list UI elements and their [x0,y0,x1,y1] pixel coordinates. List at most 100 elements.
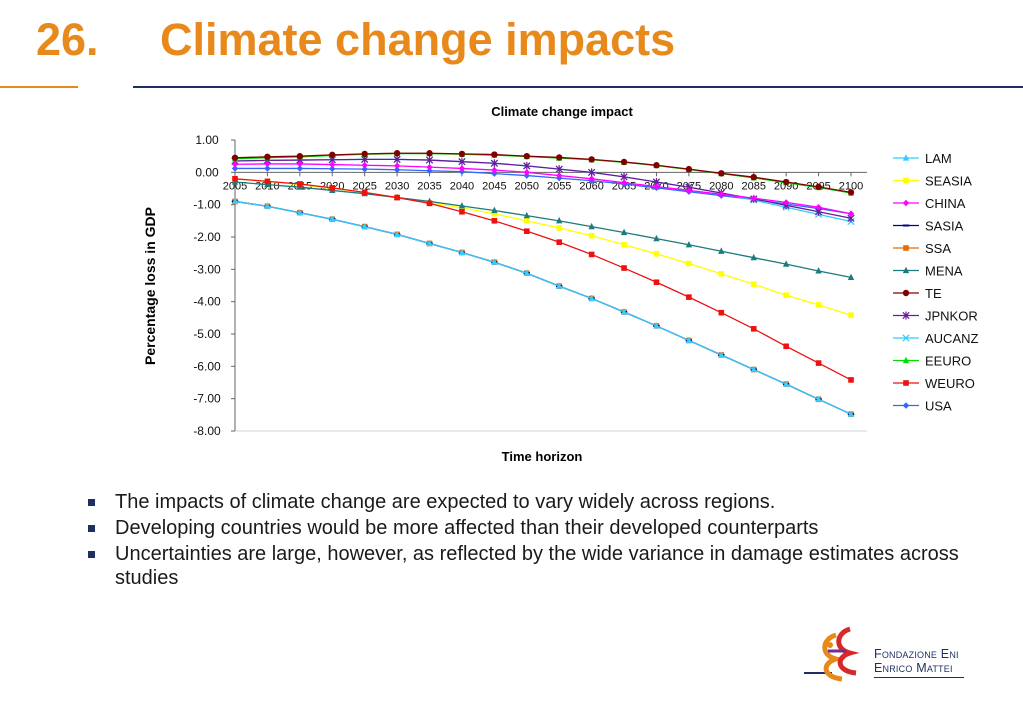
legend-marker [903,177,909,184]
data-point [491,206,498,214]
data-point [782,260,790,267]
logo-text-line1: Fondazione Eni [874,647,959,661]
data-point [620,308,628,315]
title-rule-right [133,86,1023,88]
data-point [458,248,466,256]
legend-label: TE [925,286,942,301]
feem-logo: Fondazione Eni Enrico Mattei [792,615,992,695]
data-point [718,309,725,316]
data-point [458,150,466,158]
data-point [588,222,595,230]
data-point [329,161,336,168]
x-tick-label: 2040 [450,180,474,192]
series-mena [231,178,855,281]
x-tick-label: 2005 [223,180,247,192]
data-point [393,230,401,238]
data-point [750,195,757,202]
data-point [686,260,692,267]
legend-marker [902,154,910,161]
y-tick-label: -5.00 [193,327,221,341]
legend-label: SSA [925,241,951,256]
legend-item-lam: LAM [893,151,952,166]
data-point [653,322,660,329]
legend-marker [902,356,910,364]
data-point [556,239,563,245]
data-point [653,234,660,242]
data-point [231,197,239,205]
legend-marker [903,245,909,251]
data-point [232,176,238,182]
legend-item-aucanz: AUCANZ [893,331,979,346]
data-point [783,292,789,298]
data-point [848,312,854,319]
data-point [621,241,627,248]
legend-marker [902,289,910,297]
legend-marker [902,334,910,342]
data-point [750,173,757,181]
series-te [231,150,855,196]
legend-item-seasia: SEASIA [893,174,972,189]
data-point [296,165,304,172]
data-point [588,175,595,182]
series-line [234,200,852,415]
legend-label: USA [925,399,952,414]
legend-item-te: TE [893,286,942,301]
data-point [685,165,693,173]
logo-underline [874,677,964,678]
data-point [231,165,239,172]
legend-item-jpnkor: JPNKOR [893,309,978,324]
data-point [556,172,563,179]
x-tick-label: 2045 [482,180,506,192]
legend-label: EEURO [925,354,971,369]
data-point [588,251,595,258]
bullet-item: Uncertainties are large, however, as ref… [88,542,988,590]
y-axis-label: Percentage loss in GDP [142,207,158,365]
legend-item-china: CHINA [893,196,966,211]
data-point [523,218,530,224]
data-point [523,228,530,234]
data-point [847,210,855,217]
legend-label: CHINA [925,196,966,211]
series-sasia [231,200,855,416]
legend-label: MENA [925,264,963,279]
data-point [394,194,400,201]
data-point [718,170,725,177]
slide-title: Climate change impacts [160,14,676,65]
legend-marker [902,199,910,207]
x-tick-label: 2050 [515,180,539,192]
data-point [815,360,822,366]
data-point [685,336,693,344]
legend-label: WEURO [925,376,975,391]
data-point [296,160,304,168]
data-point [264,160,271,168]
series-china [231,160,855,217]
data-point [523,211,530,219]
legend-label: SEASIA [925,174,972,189]
series-weuro [232,176,854,383]
data-point [782,199,790,206]
data-point [556,154,563,161]
series-line [234,200,852,415]
data-point [523,152,530,160]
data-point [588,232,595,239]
y-tick-label: -1.00 [193,198,221,212]
x-tick-label: 2030 [385,180,409,192]
data-point [653,183,660,190]
data-point [393,162,401,170]
data-point [782,178,790,186]
data-point [361,162,368,169]
data-point [491,151,498,158]
data-point [523,172,530,179]
legend-label: JPNKOR [925,309,978,324]
legend-item-ssa: SSA [893,241,951,256]
data-point [556,225,563,231]
data-point [459,208,465,215]
x-tick-label: 2060 [579,180,603,192]
logo-text-line2: Enrico Mattei [874,661,953,675]
x-tick-label: 2035 [417,180,441,192]
data-point [231,154,239,161]
legend-marker [902,266,910,274]
data-point [718,351,725,358]
data-point [491,166,498,174]
data-point [848,377,854,383]
